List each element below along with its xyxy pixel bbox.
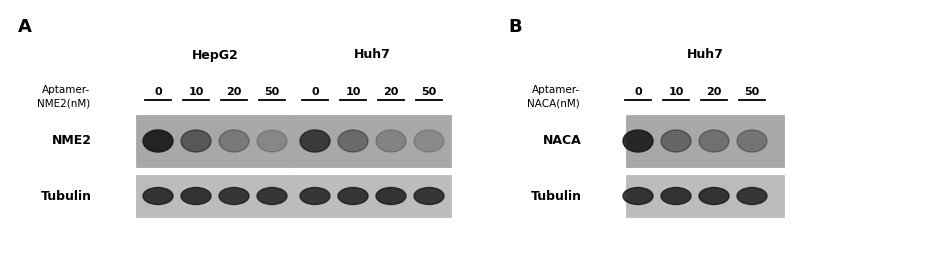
Bar [136,175,294,217]
Ellipse shape [219,130,249,152]
Bar [626,115,784,167]
Text: 10: 10 [188,87,204,97]
Text: B: B [508,18,522,36]
Text: Tubulin: Tubulin [531,189,582,203]
Text: HepG2: HepG2 [192,48,239,62]
Text: Aptamer-: Aptamer- [41,85,90,95]
Text: 10: 10 [345,87,361,97]
Ellipse shape [376,187,406,204]
Text: NME2: NME2 [52,134,92,147]
Text: 10: 10 [668,87,683,97]
Ellipse shape [661,130,691,152]
Ellipse shape [737,130,767,152]
Ellipse shape [338,130,368,152]
Ellipse shape [143,187,173,204]
Text: 20: 20 [384,87,399,97]
Ellipse shape [414,187,444,204]
Bar [293,115,451,167]
Ellipse shape [300,130,330,152]
Text: NACA: NACA [543,134,582,147]
Text: Aptamer-: Aptamer- [532,85,580,95]
Ellipse shape [257,187,287,204]
Ellipse shape [219,187,249,204]
Ellipse shape [623,130,653,152]
Ellipse shape [143,130,173,152]
Ellipse shape [699,130,729,152]
Text: Tubulin: Tubulin [41,189,92,203]
Text: 50: 50 [421,87,436,97]
Text: 0: 0 [154,87,162,97]
Text: NACA(nM): NACA(nM) [527,99,580,109]
Text: 0: 0 [634,87,642,97]
Text: Huh7: Huh7 [353,48,390,62]
Text: 0: 0 [311,87,319,97]
Ellipse shape [623,187,653,204]
Bar [626,175,784,217]
Ellipse shape [257,130,287,152]
Ellipse shape [737,187,767,204]
Ellipse shape [414,130,444,152]
Text: 20: 20 [706,87,722,97]
Text: 50: 50 [264,87,279,97]
Ellipse shape [338,187,368,204]
Text: NME2(nM): NME2(nM) [37,99,90,109]
Text: Huh7: Huh7 [686,48,724,62]
Text: 20: 20 [227,87,242,97]
Ellipse shape [181,187,211,204]
Bar [136,115,294,167]
Bar [293,175,451,217]
Ellipse shape [699,187,729,204]
Ellipse shape [376,130,406,152]
Ellipse shape [300,187,330,204]
Text: 50: 50 [744,87,760,97]
Ellipse shape [661,187,691,204]
Ellipse shape [181,130,211,152]
Text: A: A [18,18,32,36]
